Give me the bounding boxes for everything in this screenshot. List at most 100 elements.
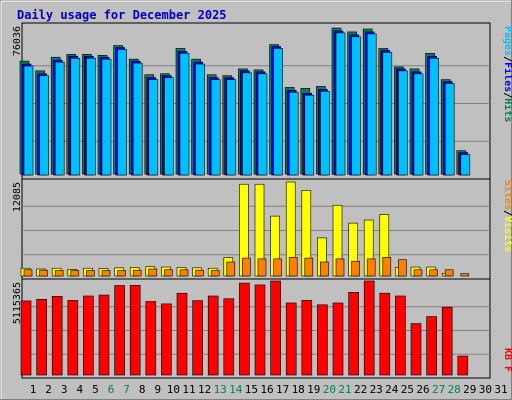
sites-bar xyxy=(242,257,251,277)
panel-hits-legend: Pages/Files/Hits xyxy=(502,26,512,122)
panel-kbytes: 5115365 KB F xyxy=(12,278,512,379)
sites-bar xyxy=(210,270,220,277)
panel-hits-max-label: 76036 xyxy=(12,26,23,56)
sites-bar xyxy=(23,269,33,277)
legend-files: Files xyxy=(502,62,512,92)
day-label: 14 xyxy=(229,383,243,396)
pages-bar xyxy=(304,94,315,176)
kbytes-bar xyxy=(161,303,172,376)
sites-bar xyxy=(413,269,423,277)
kbytes-bar xyxy=(379,292,391,376)
day-label: 22 xyxy=(354,383,367,396)
day-label: 4 xyxy=(76,383,83,396)
sites-bar xyxy=(429,269,438,277)
sites-bar xyxy=(179,269,189,277)
sites-bar xyxy=(195,269,204,277)
kbytes-bar xyxy=(239,282,250,376)
kbytes-bar xyxy=(301,300,313,376)
day-label: 18 xyxy=(292,383,305,396)
pages-bar xyxy=(460,154,471,176)
day-label: 9 xyxy=(154,383,161,396)
sites-bar xyxy=(273,258,282,277)
sites-bar xyxy=(226,261,236,277)
day-label: 21 xyxy=(338,383,351,396)
day-label: 30 xyxy=(479,383,492,396)
sites-bar xyxy=(320,261,329,277)
day-label: 25 xyxy=(401,383,414,396)
pages-bar xyxy=(444,83,455,176)
pages-bar xyxy=(382,52,393,176)
sites-bar xyxy=(444,269,454,277)
kbytes-bar xyxy=(363,280,375,376)
pages-bar xyxy=(70,57,81,176)
pages-bar xyxy=(226,79,237,176)
kbytes-bar xyxy=(285,302,297,376)
sites-bar xyxy=(304,257,314,277)
day-label: 3 xyxy=(61,383,68,396)
kbytes-bar xyxy=(83,295,94,376)
sites-bar xyxy=(351,260,360,277)
day-label: 10 xyxy=(167,383,180,396)
legend-separator: / xyxy=(502,92,512,98)
kbytes-bar xyxy=(129,285,141,376)
kbytes-bar xyxy=(426,316,437,376)
sites-bar xyxy=(86,270,95,277)
day-axis: 1 2 3 4 5 6 7 8 9 10 11 12 13 14 15 16 17 18 19 20 21 22 23 24 2… xyxy=(30,383,508,396)
kbytes-bar xyxy=(223,298,235,376)
day-label: 1 xyxy=(30,383,37,396)
pages-bar xyxy=(335,32,346,176)
day-label: 29 xyxy=(463,383,476,396)
sites-bar xyxy=(132,269,142,277)
legend-separator: / xyxy=(502,210,512,216)
day-label: 31 xyxy=(494,383,507,396)
day-label: 15 xyxy=(245,383,258,396)
sites-bar xyxy=(39,269,48,277)
day-label: 23 xyxy=(370,383,383,396)
kbytes-bar xyxy=(192,300,203,376)
pages-bar xyxy=(117,49,127,176)
sites-bar xyxy=(366,258,376,277)
kbytes-bar xyxy=(51,296,63,376)
day-label: 7 xyxy=(123,383,130,396)
day-label: 11 xyxy=(182,383,195,396)
day-label: 17 xyxy=(276,383,289,396)
kbytes-bar xyxy=(410,323,422,376)
kbytes-bar xyxy=(254,284,266,376)
chart-title: Daily usage for December 2025 xyxy=(17,8,227,22)
day-label: 27 xyxy=(432,383,445,396)
sites-bar xyxy=(54,270,64,277)
day-label: 5 xyxy=(92,383,99,396)
pages-bar xyxy=(54,61,65,176)
kbytes-bar xyxy=(441,306,453,376)
kbytes-bar xyxy=(145,301,157,376)
day-label: 12 xyxy=(198,383,211,396)
pages-bar xyxy=(242,72,252,176)
sites-bar xyxy=(164,269,173,277)
kbytes-bar xyxy=(457,355,469,376)
day-label: 16 xyxy=(260,383,273,396)
kbytes-bar xyxy=(395,295,406,376)
panel-visits-legend: Sites/Visits xyxy=(502,180,512,252)
pages-bar xyxy=(366,33,377,176)
pages-bar xyxy=(288,92,299,176)
panel-hits-files-pages: 76036 Pages/Files/Hits xyxy=(12,22,512,180)
pages-bar xyxy=(101,58,112,176)
sites-bar xyxy=(257,258,267,277)
sites-bar xyxy=(460,273,470,277)
kbytes-bar xyxy=(98,294,110,376)
sites-bar xyxy=(288,257,298,277)
pages-bar xyxy=(429,57,439,176)
kbytes-bar xyxy=(114,285,125,376)
sites-bar xyxy=(148,268,158,277)
pages-bar xyxy=(413,73,424,176)
day-label: 13 xyxy=(214,383,227,396)
pages-bar xyxy=(195,63,205,176)
pages-bar xyxy=(86,57,96,176)
pages-bar xyxy=(320,91,330,176)
sites-bar xyxy=(382,257,392,277)
day-label: 8 xyxy=(139,383,146,396)
day-label: 24 xyxy=(385,383,399,396)
kbytes-bar xyxy=(36,298,47,376)
panel-visits-sites: 12085 Sites/Visits xyxy=(12,178,512,280)
